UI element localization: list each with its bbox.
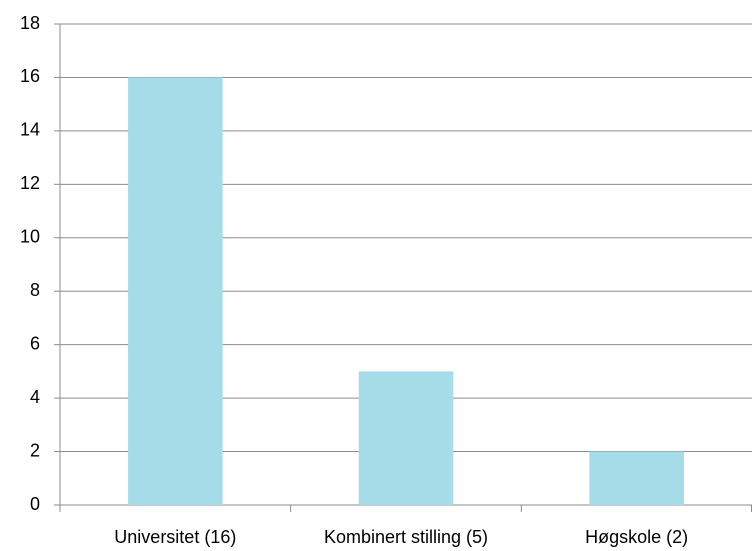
bar [589,451,684,505]
y-tick-label: 6 [30,333,40,353]
x-tick-label: Kombinert stilling (5) [324,527,488,547]
bar [128,77,223,505]
y-tick-label: 8 [30,280,40,300]
y-tick-label: 14 [20,120,40,140]
x-tick-label: Universitet (16) [114,527,236,547]
y-tick-label: 12 [20,173,40,193]
y-tick-label: 16 [20,66,40,86]
x-tick-label: Høgskole (2) [585,527,688,547]
y-tick-label: 0 [30,494,40,514]
y-tick-label: 4 [30,387,40,407]
y-tick-label: 10 [20,227,40,247]
y-tick-label: 2 [30,440,40,460]
y-tick-label: 18 [20,13,40,33]
bar [358,371,454,505]
